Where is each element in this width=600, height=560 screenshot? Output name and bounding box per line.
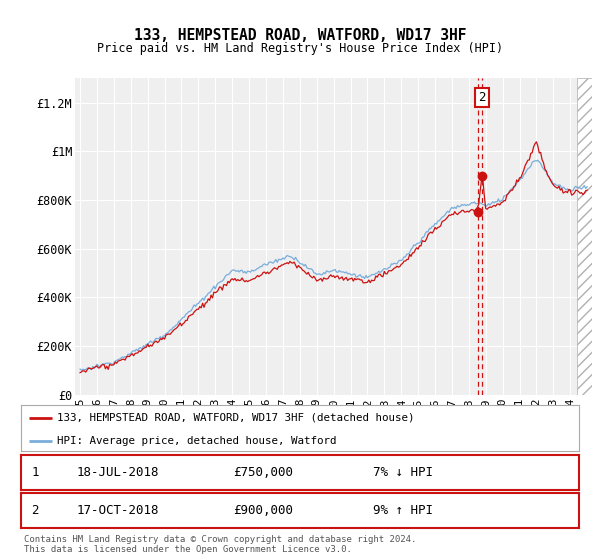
Text: 7% ↓ HPI: 7% ↓ HPI [373,466,433,479]
Text: Contains HM Land Registry data © Crown copyright and database right 2024.
This d: Contains HM Land Registry data © Crown c… [24,535,416,554]
Text: 133, HEMPSTEAD ROAD, WATFORD, WD17 3HF: 133, HEMPSTEAD ROAD, WATFORD, WD17 3HF [134,28,466,43]
Text: 2: 2 [31,503,38,517]
Text: 133, HEMPSTEAD ROAD, WATFORD, WD17 3HF (detached house): 133, HEMPSTEAD ROAD, WATFORD, WD17 3HF (… [57,413,415,423]
Text: 2: 2 [478,91,486,104]
Text: £750,000: £750,000 [233,466,293,479]
Bar [577,78,592,395]
Text: 1: 1 [31,466,38,479]
Text: Price paid vs. HM Land Registry's House Price Index (HPI): Price paid vs. HM Land Registry's House … [97,41,503,55]
Text: HPI: Average price, detached house, Watford: HPI: Average price, detached house, Watf… [57,436,337,446]
Text: 9% ↑ HPI: 9% ↑ HPI [373,503,433,517]
Text: 17-OCT-2018: 17-OCT-2018 [77,503,160,517]
Text: £900,000: £900,000 [233,503,293,517]
Text: 18-JUL-2018: 18-JUL-2018 [77,466,160,479]
